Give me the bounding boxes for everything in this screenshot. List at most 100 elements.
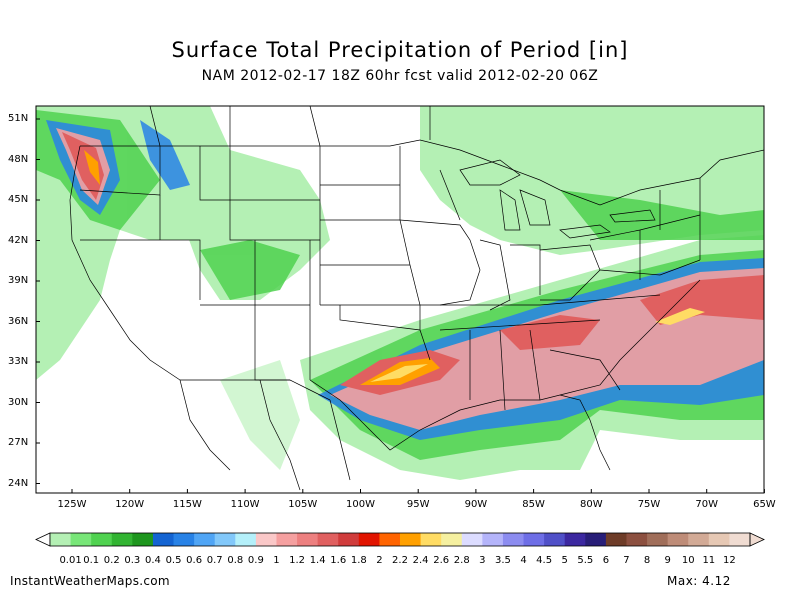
lat-label: 48N <box>8 153 29 165</box>
colorbar-min-arrow <box>35 532 51 547</box>
colorbar-swatch <box>50 533 72 546</box>
max-precip-fill <box>84 150 705 385</box>
legend-label: 4.5 <box>536 555 553 566</box>
chart-subtitle: NAM 2012-02-17 18Z 60hr fcst valid 2012-… <box>201 68 599 84</box>
legend-label: 1.2 <box>289 555 305 566</box>
legend-label: 0.7 <box>206 555 223 566</box>
legend-label: 1.4 <box>309 555 326 566</box>
colorbar-swatch <box>132 533 154 546</box>
colorbar-swatch <box>729 533 751 546</box>
lon-label: 100W <box>346 499 375 510</box>
legend-label: 0.8 <box>227 555 244 566</box>
colorbar-swatch <box>605 533 627 546</box>
colorbar-swatch <box>111 533 133 546</box>
legend-label: 10 <box>681 555 695 566</box>
colorbar-swatch <box>297 533 319 546</box>
legend-label: 0.4 <box>144 555 161 566</box>
legend-label: 5 <box>561 555 568 566</box>
lon-label: 120W <box>115 499 145 510</box>
lon-label: 115W <box>172 499 202 510</box>
lat-label: 33N <box>8 356 29 367</box>
lon-label: 70W <box>695 499 718 510</box>
lon-label: 125W <box>57 499 87 510</box>
legend-label: 0.01 <box>59 555 82 566</box>
colorbar-swatch <box>708 533 730 546</box>
chart-title: Surface Total Precipitation of Period [i… <box>171 38 629 62</box>
lon-label: 95W <box>406 499 430 510</box>
lat-label: 42N <box>8 234 29 246</box>
legend-label: 2 <box>376 555 383 566</box>
colorbar-swatch <box>358 533 380 546</box>
colorbar-swatch <box>544 533 566 546</box>
colorbar-max-arrow <box>749 532 765 547</box>
lat-label: 39N <box>8 275 29 286</box>
colorbar-swatch <box>400 533 422 546</box>
lon-label: 90W <box>464 499 488 510</box>
colorbar-swatch <box>688 533 710 546</box>
colorbar-swatch <box>667 533 689 546</box>
colorbar-swatch <box>420 533 442 546</box>
map-frame <box>35 105 765 494</box>
lat-label: 27N <box>8 437 29 448</box>
lat-label: 51N <box>8 113 29 124</box>
max-value-label: Max: 4.12 <box>667 574 731 588</box>
legend-label: 0.6 <box>186 555 203 566</box>
colorbar-swatch <box>647 533 669 546</box>
legend-label: 8 <box>643 555 651 566</box>
legend-label: 3 <box>479 555 486 566</box>
legend-label: 1.6 <box>330 555 347 566</box>
colorbar-swatch <box>255 533 277 546</box>
lon-ticks <box>71 489 765 493</box>
colorbar-frame <box>49 532 751 547</box>
colorbar-swatch <box>338 533 360 546</box>
legend-label: 0.5 <box>165 555 182 566</box>
legend-label: 12 <box>723 555 736 566</box>
state-boundaries <box>69 106 764 491</box>
lon-label: 85W <box>522 499 545 510</box>
legend-label: 3.5 <box>494 555 511 566</box>
lat-label: 24N <box>8 477 29 489</box>
colorbar-swatch <box>523 533 545 546</box>
colorbar-swatch <box>564 533 586 546</box>
colorbar-swatch <box>214 533 236 546</box>
lon-label: 75W <box>637 499 661 510</box>
legend-label: 0.9 <box>247 555 264 566</box>
colorbar-swatch <box>152 533 175 546</box>
colorbar-swatch <box>626 533 648 546</box>
colorbar-swatch <box>70 533 92 546</box>
colorbar-swatch <box>91 533 113 546</box>
legend-label: 9 <box>664 555 671 566</box>
colorbar-swatch <box>194 533 216 546</box>
legend-label: 1 <box>273 555 280 566</box>
lat-ticks <box>36 118 40 484</box>
legend-label: 5.5 <box>577 555 594 566</box>
colorbar-swatch <box>482 533 504 546</box>
legend-label: 1.8 <box>350 555 367 566</box>
colorbar-swatch <box>585 533 607 546</box>
colorbar-swatch <box>379 533 401 546</box>
lon-label: 65W <box>753 499 776 510</box>
site-credit: InstantWeatherMaps.com <box>10 574 170 588</box>
legend-label: 0.2 <box>103 555 120 566</box>
legend-label: 2.8 <box>453 555 470 566</box>
legend-label: 0.3 <box>124 555 141 566</box>
lat-label: 30N <box>8 396 29 408</box>
legend-label: 2.4 <box>412 555 429 566</box>
legend-label: 0.1 <box>83 555 100 566</box>
legend-label: 7 <box>623 555 630 566</box>
colorbar-swatch <box>441 533 463 546</box>
legend-label: 2.6 <box>433 555 450 566</box>
lon-label: 105W <box>288 499 318 510</box>
legend-label: 6 <box>602 555 610 566</box>
legend-label: 11 <box>702 555 716 566</box>
colorbar-swatch <box>502 533 525 546</box>
colorbar-swatch <box>276 533 298 546</box>
colorbar-swatch <box>461 533 483 546</box>
lat-label: 36N <box>8 315 29 327</box>
lon-label: 80W <box>579 499 603 510</box>
lat-label: 45N <box>8 194 29 205</box>
lon-label: 110W <box>230 499 260 510</box>
legend-label: 2.2 <box>392 555 408 566</box>
